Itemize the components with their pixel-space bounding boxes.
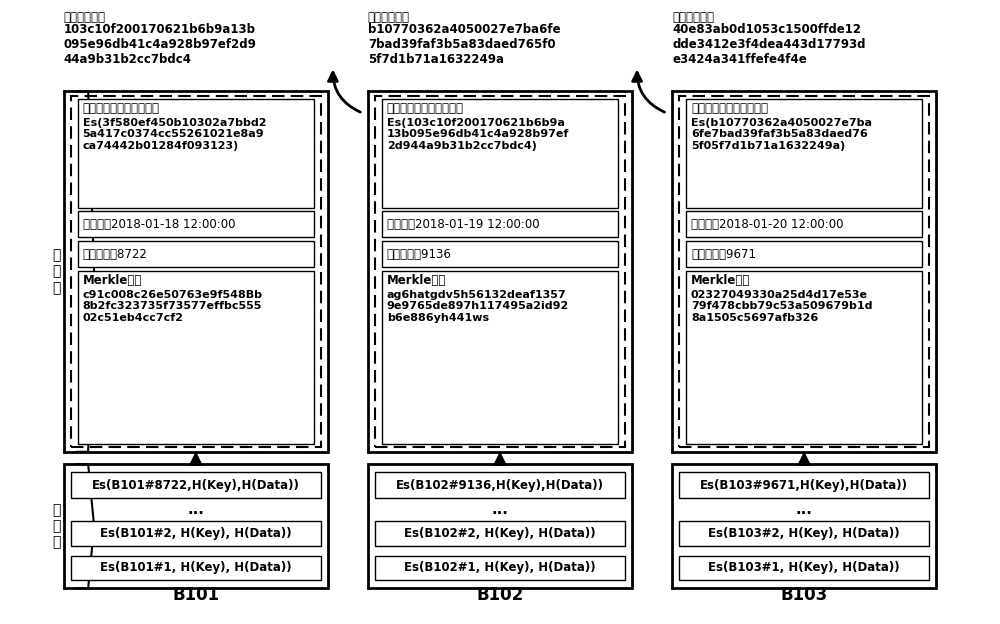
Text: ...: ... — [187, 502, 204, 517]
Bar — [78, 241, 314, 267]
Text: Es(B103#2, H(Key), H(Data)): Es(B103#2, H(Key), H(Data)) — [708, 527, 900, 540]
Text: Es(B102#1, H(Key), H(Data)): Es(B102#1, H(Key), H(Data)) — [404, 562, 596, 575]
Text: 上一区块哈希值的签名：: 上一区块哈希值的签名： — [83, 102, 160, 115]
Text: 40e83ab0d1053c1500ffde12
dde3412e3f4dea443d17793d
e3424a341ffefe4f4e: 40e83ab0d1053c1500ffde12 dde3412e3f4dea4… — [672, 23, 866, 66]
Text: Merkle根：: Merkle根： — [83, 274, 142, 287]
Text: ag6hatgdv5h56132deaf1357
9e9765de897h117495a2id92
b6e886yh441ws: ag6hatgdv5h56132deaf1357 9e9765de897h117… — [387, 290, 569, 323]
Bar — [686, 212, 922, 238]
Bar — [679, 521, 929, 545]
Text: Merkle根：: Merkle根： — [691, 274, 750, 287]
Bar — [382, 99, 618, 208]
Bar — [78, 212, 314, 238]
Text: 本块哈希值：: 本块哈希值： — [672, 11, 714, 24]
Bar — [686, 99, 922, 208]
Bar — [672, 92, 936, 452]
Bar — [382, 212, 618, 238]
Text: 本块哈希值：: 本块哈希值： — [368, 11, 410, 24]
Bar — [679, 555, 929, 580]
Text: Merkle根：: Merkle根： — [387, 274, 446, 287]
Text: Es(B101#8722,H(Key),H(Data)): Es(B101#8722,H(Key),H(Data)) — [92, 479, 300, 492]
Bar — [78, 99, 314, 208]
Bar — [64, 464, 328, 588]
Bar — [686, 271, 922, 444]
Text: 103c10f200170621b6b9a13b
095e96db41c4a928b97ef2d9
44a9b31b2cc7bdc4: 103c10f200170621b6b9a13b 095e96db41c4a92… — [64, 23, 257, 66]
Bar — [78, 271, 314, 444]
Bar — [679, 472, 929, 499]
Bar — [368, 464, 632, 588]
Bar — [686, 241, 922, 267]
Text: Es(b10770362a4050027e7ba
6fe7bad39faf3b5a83daed76
5f05f7d1b71a1632249a): Es(b10770362a4050027e7ba 6fe7bad39faf3b5… — [691, 117, 872, 151]
Text: Es(B101#1, H(Key), H(Data)): Es(B101#1, H(Key), H(Data)) — [100, 562, 292, 575]
Text: Es(B101#2, H(Key), H(Data)): Es(B101#2, H(Key), H(Data)) — [100, 527, 292, 540]
Bar — [375, 472, 625, 499]
Text: b10770362a4050027e7ba6fe
7bad39faf3b5a83daed765f0
5f7d1b71a1632249a: b10770362a4050027e7ba6fe 7bad39faf3b5a83… — [368, 23, 560, 66]
Text: 记录总数：8722: 记录总数：8722 — [83, 248, 148, 261]
Bar — [375, 521, 625, 545]
Text: B103: B103 — [781, 586, 828, 604]
Text: 上一区块哈希值的签名：: 上一区块哈希值的签名： — [387, 102, 464, 115]
Text: 记录总数：9136: 记录总数：9136 — [387, 248, 452, 261]
Text: Es(B102#2, H(Key), H(Data)): Es(B102#2, H(Key), H(Data)) — [404, 527, 596, 540]
Text: Es(B102#9136,H(Key),H(Data)): Es(B102#9136,H(Key),H(Data)) — [396, 479, 604, 492]
Text: 时间戳：2018-01-20 12:00:00: 时间戳：2018-01-20 12:00:00 — [691, 218, 843, 231]
Text: 本块哈希值：: 本块哈希值： — [64, 11, 106, 24]
Bar — [64, 92, 328, 452]
Text: B101: B101 — [172, 586, 219, 604]
Text: 时间戳：2018-01-19 12:00:00: 时间戳：2018-01-19 12:00:00 — [387, 218, 539, 231]
Bar — [679, 96, 929, 447]
Bar — [71, 472, 321, 499]
Bar — [71, 555, 321, 580]
Text: Es(B103#1, H(Key), H(Data)): Es(B103#1, H(Key), H(Data)) — [708, 562, 900, 575]
Bar — [382, 241, 618, 267]
Text: Es(B103#9671,H(Key),H(Data)): Es(B103#9671,H(Key),H(Data)) — [700, 479, 908, 492]
Bar — [71, 521, 321, 545]
Bar — [375, 96, 625, 447]
Text: 时间戳：2018-01-18 12:00:00: 时间戳：2018-01-18 12:00:00 — [83, 218, 235, 231]
Bar — [672, 464, 936, 588]
Bar — [368, 92, 632, 452]
Text: 02327049330a25d4d17e53e
79f478cbb79c53a509679b1d
8a1505c5697afb326: 02327049330a25d4d17e53e 79f478cbb79c53a5… — [691, 290, 872, 323]
Bar — [375, 555, 625, 580]
Text: 区
块
体: 区 块 体 — [52, 503, 60, 550]
Text: Es(3f580ef450b10302a7bbd2
5a417c0374cc55261021e8a9
ca74442b01284f093123): Es(3f580ef450b10302a7bbd2 5a417c0374cc55… — [83, 117, 266, 151]
Bar — [382, 271, 618, 444]
Text: c91c008c26e50763e9f548Bb
8b2fc323735f73577effbc555
02c51eb4cc7cf2: c91c008c26e50763e9f548Bb 8b2fc323735f735… — [83, 290, 263, 323]
Text: B102: B102 — [476, 586, 524, 604]
Text: ...: ... — [796, 502, 813, 517]
Text: 区
块
头: 区 块 头 — [52, 248, 60, 295]
Bar — [71, 96, 321, 447]
Text: 上一区块哈希值的签名：: 上一区块哈希值的签名： — [691, 102, 768, 115]
Text: ...: ... — [492, 502, 508, 517]
Text: Es(103c10f200170621b6b9a
13b095e96db41c4a928b97ef
2d944a9b31b2cc7bdc4): Es(103c10f200170621b6b9a 13b095e96db41c4… — [387, 117, 569, 151]
Text: 记录总数：9671: 记录总数：9671 — [691, 248, 756, 261]
